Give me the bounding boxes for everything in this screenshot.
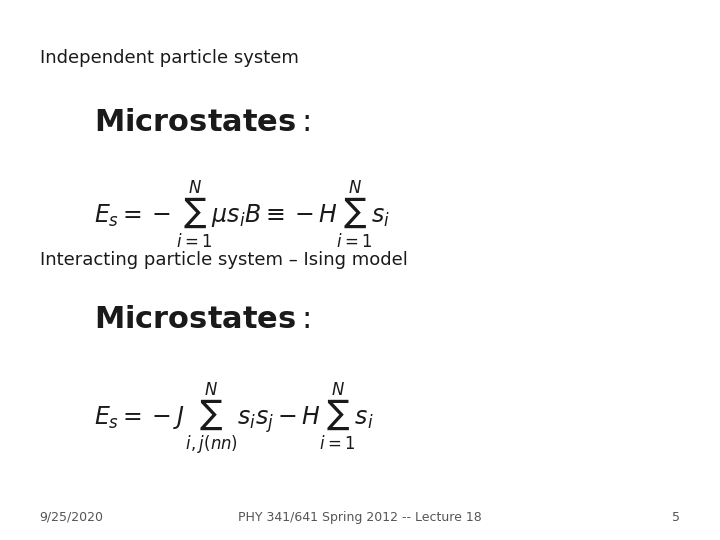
Text: 9/25/2020: 9/25/2020 [40,511,104,524]
Text: Independent particle system: Independent particle system [40,49,299,66]
Text: $\mathbf{Microstates}:$: $\mathbf{Microstates}:$ [94,108,310,137]
Text: $\mathbf{Microstates}:$: $\mathbf{Microstates}:$ [94,305,310,334]
Text: Interacting particle system – Ising model: Interacting particle system – Ising mode… [40,251,408,269]
Text: PHY 341/641 Spring 2012 -- Lecture 18: PHY 341/641 Spring 2012 -- Lecture 18 [238,511,482,524]
Text: $E_s = -J\sum_{\,i,j(nn)}^{N} s_i s_j - H\sum_{i=1}^{N} s_i$: $E_s = -J\sum_{\,i,j(nn)}^{N} s_i s_j - … [94,381,373,457]
Text: $E_s = -\sum_{i=1}^{N} \mu s_i B \equiv -H\sum_{i=1}^{N} s_i$: $E_s = -\sum_{i=1}^{N} \mu s_i B \equiv … [94,178,390,250]
Text: 5: 5 [672,511,680,524]
